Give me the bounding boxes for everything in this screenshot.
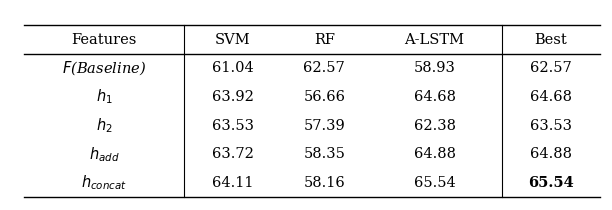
Text: 58.93: 58.93 <box>414 61 455 75</box>
Text: 56.66: 56.66 <box>304 90 345 104</box>
Text: Features: Features <box>72 33 136 47</box>
Text: $h_{concat}$: $h_{concat}$ <box>81 174 127 192</box>
Text: 58.35: 58.35 <box>304 147 345 161</box>
Text: 65.54: 65.54 <box>414 176 455 190</box>
Text: 62.57: 62.57 <box>530 61 572 75</box>
Text: 62.38: 62.38 <box>414 119 455 133</box>
Text: 63.53: 63.53 <box>212 119 253 133</box>
Text: $h_2$: $h_2$ <box>95 116 113 135</box>
Text: 63.72: 63.72 <box>212 147 253 161</box>
Text: 62.57: 62.57 <box>304 61 345 75</box>
Text: 64.68: 64.68 <box>530 90 572 104</box>
Text: 57.39: 57.39 <box>304 119 345 133</box>
Text: Best: Best <box>534 33 567 47</box>
Text: 61.04: 61.04 <box>212 61 253 75</box>
Text: 64.88: 64.88 <box>530 147 572 161</box>
Text: 64.11: 64.11 <box>212 176 253 190</box>
Text: 63.53: 63.53 <box>530 119 572 133</box>
Text: SVM: SVM <box>215 33 250 47</box>
Text: $h_1$: $h_1$ <box>95 88 113 106</box>
Text: RF: RF <box>314 33 335 47</box>
Text: A-LSTM: A-LSTM <box>405 33 465 47</box>
Text: 65.54: 65.54 <box>528 176 573 190</box>
Text: 64.88: 64.88 <box>414 147 455 161</box>
Text: 58.16: 58.16 <box>304 176 345 190</box>
Text: $h_{add}$: $h_{add}$ <box>89 145 119 164</box>
Text: 63.92: 63.92 <box>212 90 253 104</box>
Text: 64.68: 64.68 <box>414 90 455 104</box>
Text: $F$(Baseline): $F$(Baseline) <box>62 59 146 77</box>
